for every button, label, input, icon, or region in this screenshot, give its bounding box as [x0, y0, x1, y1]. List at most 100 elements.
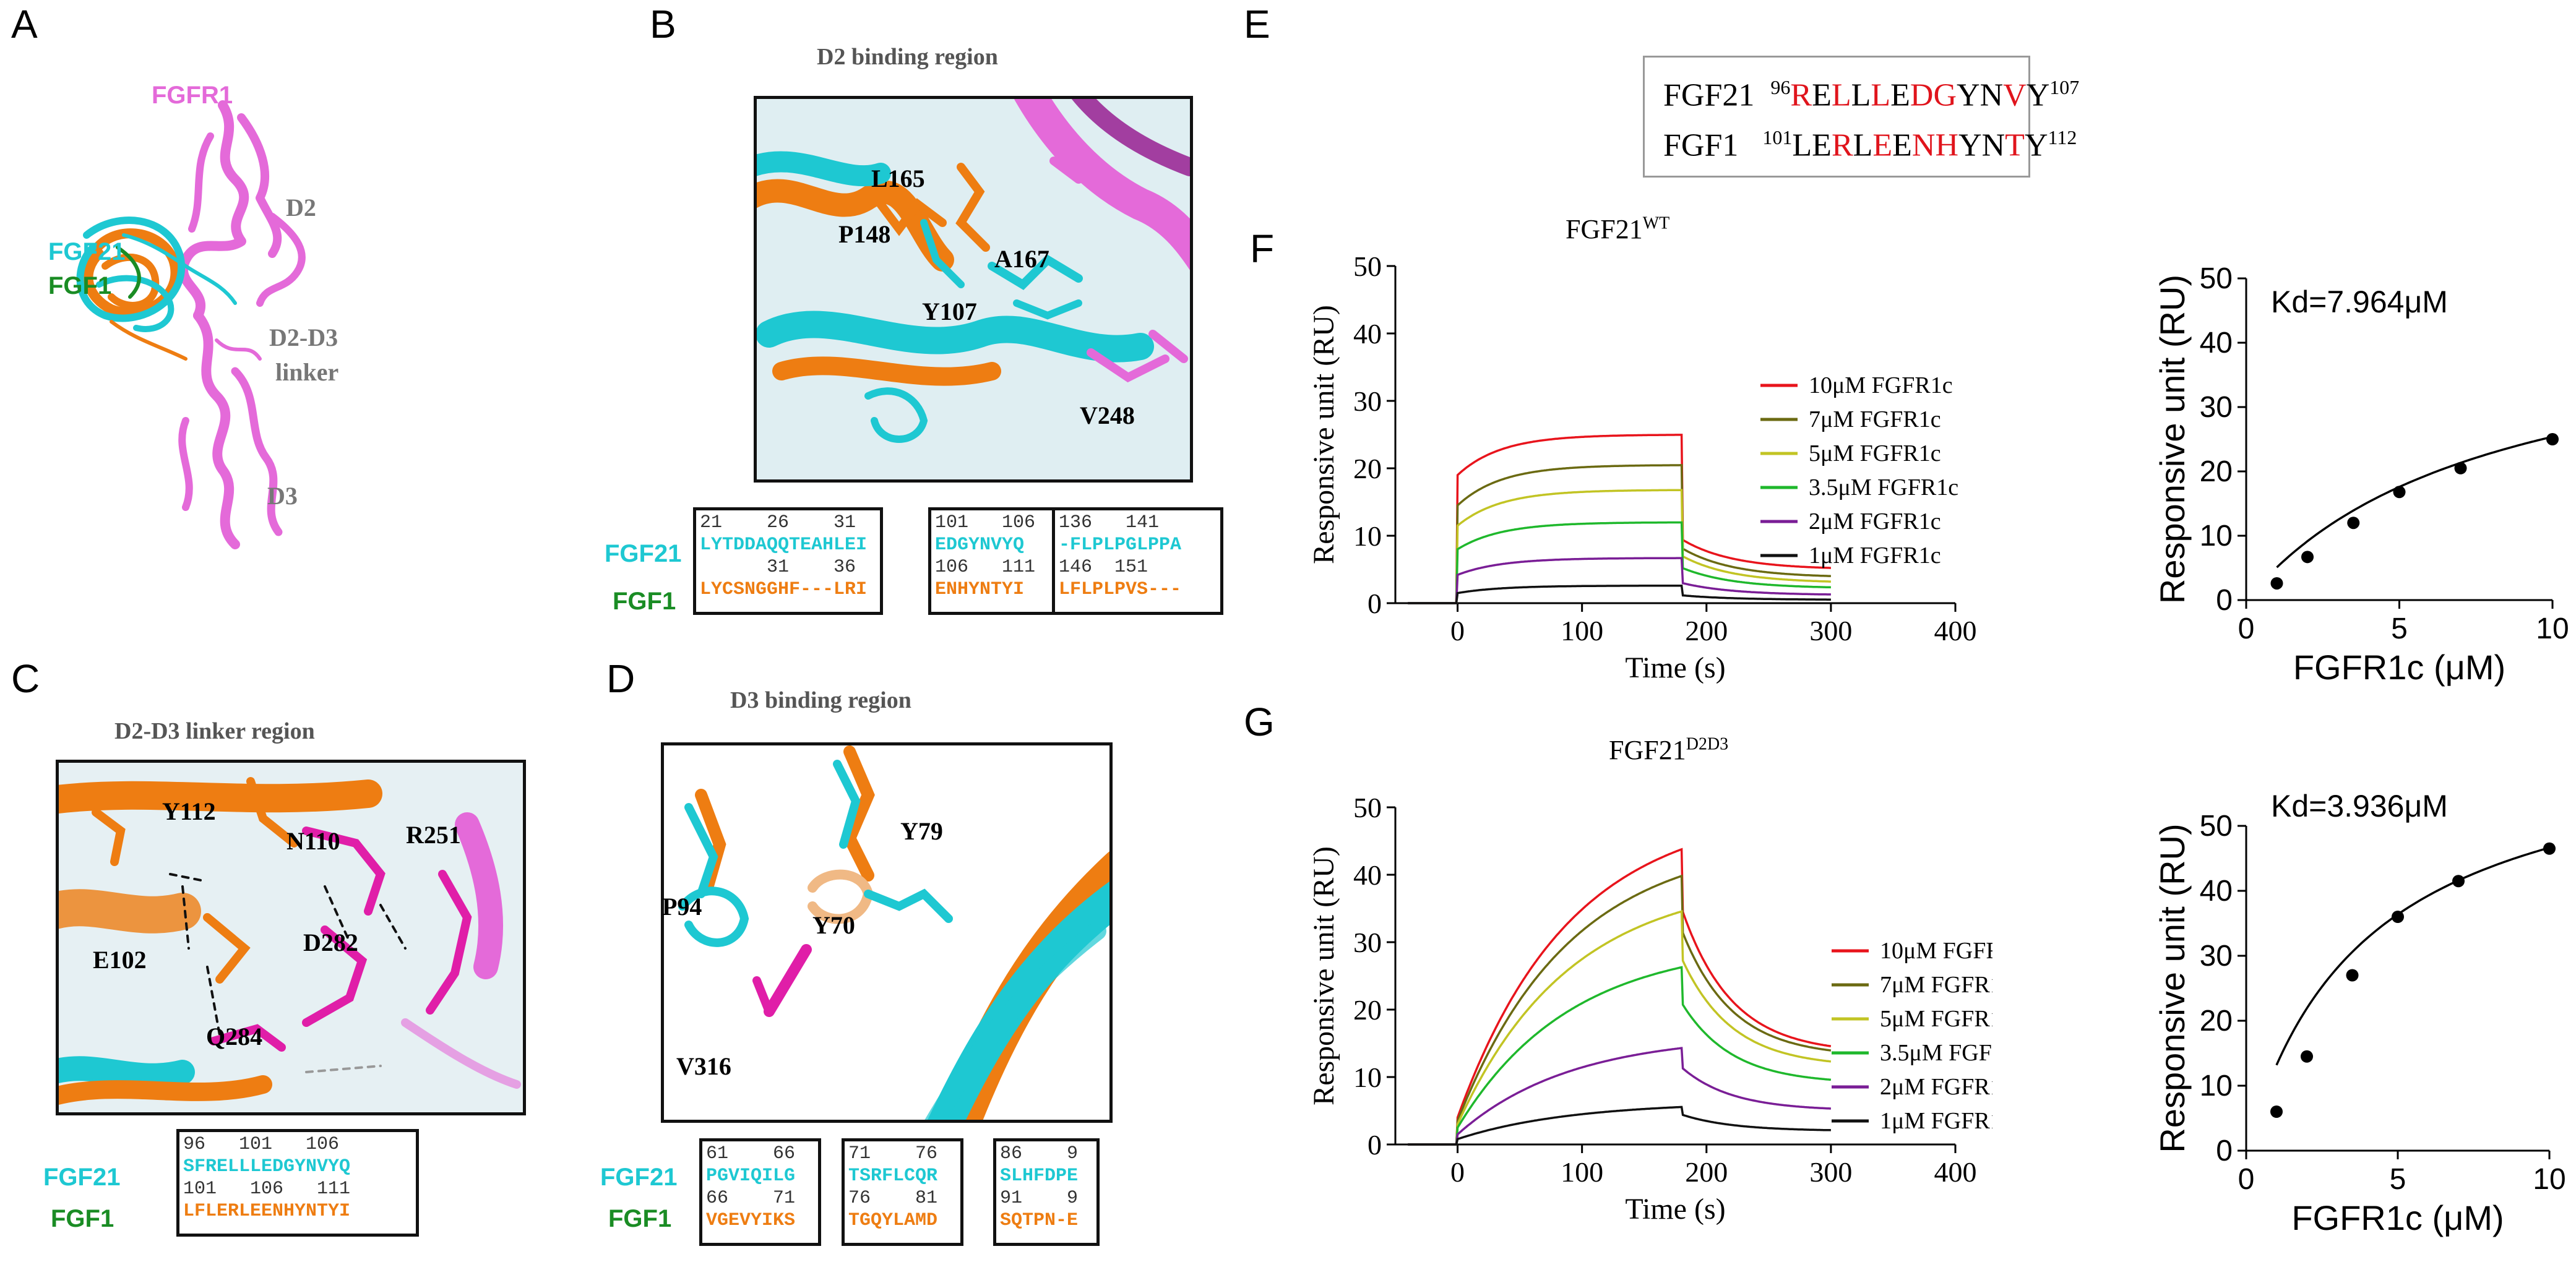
- panel-b-title: D2 binding region: [817, 44, 998, 70]
- aln-num: 91 9: [1000, 1188, 1079, 1209]
- aln-seq: EDGYNVYQ: [935, 534, 1025, 556]
- y-tick-label: 50: [1353, 792, 1382, 823]
- aln-seq: SFRELLLEDGYNVYQ: [183, 1156, 351, 1177]
- residue-letter: E: [1812, 127, 1832, 163]
- y-tick-label: 40: [1353, 859, 1382, 891]
- residue-letter: E: [1892, 127, 1912, 163]
- sensorgram-series-line: [1408, 966, 1832, 1146]
- y-axis-label: Responsive unit (RU): [2153, 823, 2192, 1153]
- legend-label: 10μM FGFR1c: [1809, 372, 1953, 398]
- panel-a-structure: [37, 49, 396, 569]
- c-alignment-block: 96 101 106 SFRELLLEDGYNVYQ 101 106 111 LFLE…: [176, 1129, 419, 1237]
- x-tick-label: 5: [2391, 612, 2408, 645]
- legend-label: 7μM FGFR1c: [1809, 406, 1941, 432]
- aln-seq: TSRFLCQR: [848, 1166, 938, 1187]
- seq-row-fgf21: FGF21 96RELLLEDGYNVY107: [1663, 66, 2079, 116]
- aln-seq: VGEVYIKS: [706, 1210, 796, 1231]
- aln-num: 76 81: [848, 1188, 938, 1209]
- x-tick-label: 400: [1934, 1156, 1977, 1188]
- aln-seq: ENHYNTYI: [935, 579, 1025, 600]
- legend-label: 1μM FGFR1c: [1880, 1108, 1992, 1134]
- panel-label-g: G: [1244, 700, 1275, 744]
- aln-seq: LYTDDAQQTEAHLEI: [700, 534, 868, 556]
- y-tick-label: 0: [2216, 1135, 2233, 1167]
- residue-l165: L165: [871, 165, 925, 192]
- data-point: [2301, 551, 2314, 564]
- sensorgram-series-line: [1408, 1047, 1831, 1146]
- residue-letter: L: [1851, 77, 1871, 113]
- panel-label-a: A: [11, 2, 38, 46]
- residue-r251: R251: [406, 821, 461, 849]
- aln-seq: SLHFDPE: [1000, 1166, 1079, 1187]
- b-alignment-block-3: 136 141 -FLPLPGLPPA 146 151 LFLPLPVS---: [1052, 507, 1223, 615]
- y-axis-label: Responsive unit (RU): [1307, 846, 1340, 1105]
- y-tick-label: 40: [1353, 318, 1382, 350]
- d-alignment-block-1: 61 66 PGVIQILG 66 71 VGEVYIKS: [699, 1138, 821, 1246]
- residue-letter: N: [1981, 127, 2005, 163]
- panel-label-b: B: [650, 2, 676, 46]
- x-tick-label: 300: [1809, 615, 1852, 646]
- residue-letter: E: [1812, 77, 1832, 113]
- legend-label: 1μM FGFR1c: [1809, 543, 1941, 569]
- x-tick-label: 400: [1934, 615, 1977, 646]
- data-point: [2301, 1050, 2313, 1063]
- residue-letter: L: [1871, 77, 1891, 113]
- aln-num: 21 26 31: [700, 512, 856, 533]
- residue-letter: N: [1911, 127, 1936, 163]
- residue-letter: G: [1933, 77, 1957, 113]
- x-tick-label: 10: [2533, 1163, 2565, 1196]
- residue-letter: L: [1853, 127, 1873, 163]
- data-point: [2546, 433, 2559, 445]
- panel-c-image: [56, 760, 526, 1115]
- panel-label-c: C: [11, 656, 40, 701]
- aln-seq: LFLPLPVS---: [1059, 579, 1182, 600]
- aln-num: 106 111: [935, 557, 1036, 578]
- fit-curve: [2275, 846, 2550, 1066]
- panel-c-title: D2-D3 linker region: [114, 718, 315, 744]
- residue-v248: V248: [1080, 401, 1135, 429]
- residue-letter: E: [1890, 77, 1910, 113]
- aln-num: 61 66: [706, 1143, 796, 1164]
- d-aln-label-fgf21: FGF21: [600, 1164, 678, 1191]
- residue-v316: V316: [676, 1052, 731, 1080]
- residue-letter: Y: [2024, 127, 2048, 163]
- residue-letter: H: [1935, 127, 1959, 163]
- seq-start: 101: [1762, 126, 1793, 149]
- y-tick-label: 20: [1353, 994, 1382, 1026]
- legend-label: 5μM FGFR1c: [1880, 1006, 1992, 1032]
- residue-y107: Y107: [922, 298, 977, 325]
- c-aln-label-fgf21: FGF21: [43, 1164, 121, 1191]
- x-tick-label: 0: [2238, 1163, 2255, 1196]
- sensorgram-series-line: [1408, 848, 1832, 1146]
- y-axis-label: Responsive unit (RU): [2153, 275, 2192, 604]
- seq-residues: RELLLEDGYNVY: [1790, 77, 2049, 113]
- residue-letter: D: [1910, 77, 1934, 113]
- chart-title-sup: D2D3: [1686, 734, 1729, 754]
- y-tick-label: 0: [1368, 588, 1382, 619]
- x-tick-label: 100: [1561, 615, 1603, 646]
- aln-num: 136 141: [1059, 512, 1160, 533]
- aln-num: 101 106 111: [183, 1178, 351, 1200]
- residue-y70: Y70: [812, 911, 855, 939]
- panel-e-sequence-box: FGF21 96RELLLEDGYNVY107 FGF1 101LERLEENH…: [1643, 56, 2079, 178]
- legend-label: 2μM FGFR1c: [1880, 1074, 1992, 1100]
- residue-letter: Y: [1958, 127, 1982, 163]
- data-point: [2347, 517, 2360, 530]
- y-tick-label: 10: [2200, 520, 2233, 552]
- residue-y112: Y112: [162, 797, 216, 825]
- aln-seq: TGQYLAMD: [848, 1210, 938, 1231]
- data-point: [2346, 969, 2359, 982]
- aln-num: 66 71: [706, 1188, 796, 1209]
- aln-seq: SQTPN-E: [1000, 1210, 1079, 1231]
- y-tick-label: 20: [2200, 1005, 2233, 1037]
- b-aln-label-fgf1: FGF1: [613, 588, 676, 615]
- x-tick-label: 0: [1450, 615, 1465, 646]
- seq-name: FGF21: [1663, 77, 1755, 113]
- y-tick-label: 40: [2200, 327, 2233, 359]
- y-tick-label: 30: [2200, 391, 2233, 424]
- kd-annotation: Kd=7.964μM: [2271, 285, 2448, 319]
- aln-num: 86 9: [1000, 1143, 1079, 1164]
- chart-title-main: FGF21: [1609, 735, 1686, 765]
- panel-f-binding-curve: 0 10 20 30 40 50 0 5 10 FGFR1c (μM) Responsive uni…: [2153, 262, 2568, 687]
- seq-end: 107: [2049, 76, 2080, 98]
